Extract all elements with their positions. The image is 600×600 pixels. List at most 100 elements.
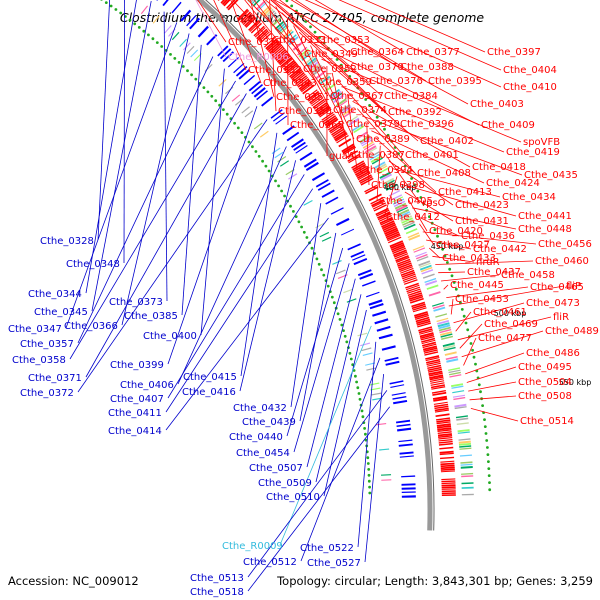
- marker-dot: [181, 65, 185, 68]
- gene-feature-bar: [460, 463, 473, 466]
- forward-gene-label: Cthe_0412: [386, 212, 440, 223]
- marker-dot: [354, 374, 357, 378]
- marker-dot: [264, 164, 268, 168]
- gene-feature-bar: [451, 385, 464, 389]
- forward-gene-arrow: [425, 357, 440, 362]
- forward-gene-arrow: [351, 160, 365, 169]
- forward-gene-arrow: [305, 89, 318, 99]
- gene-feature-bar: [419, 264, 432, 271]
- forward-label-leader: [392, 168, 501, 198]
- gene-feature-bar: [360, 342, 371, 347]
- forward-gene-arrow: [440, 460, 455, 463]
- marker-dot: [109, 4, 113, 8]
- reverse-gene-arrow: [396, 419, 411, 424]
- gene-feature-bar: [413, 247, 426, 253]
- forward-gene-label: Cthe_0394: [359, 165, 413, 176]
- marker-dot: [483, 425, 487, 428]
- forward-gene-arrow: [401, 271, 416, 278]
- marker-dot: [471, 348, 474, 352]
- forward-gene-arrow: [296, 76, 309, 87]
- forward-label-leader: [446, 286, 529, 298]
- forward-gene-label: Cthe_0433: [442, 253, 496, 264]
- reverse-label-leader: [286, 247, 344, 437]
- forward-gene-arrow: [427, 366, 442, 371]
- gene-feature-bar: [451, 383, 464, 388]
- forward-gene-arrow: [395, 255, 409, 262]
- forward-gene-arrow: [411, 301, 425, 308]
- marker-dot: [119, 11, 123, 15]
- forward-gene-arrow: [353, 163, 367, 173]
- gene-feature-bar: [384, 181, 396, 189]
- gene-feature-bar: [432, 302, 444, 307]
- reverse-gene-label: Cthe_0509: [258, 478, 312, 489]
- gene-feature-bar: [346, 298, 357, 303]
- reverse-gene-arrow: [384, 356, 399, 362]
- forward-gene-arrow: [400, 267, 414, 274]
- accession-label: Accession: NC_009012: [8, 574, 139, 588]
- reverse-gene-arrow: [305, 161, 319, 171]
- forward-label-leader: [230, 0, 262, 84]
- gene-feature-bar: [402, 219, 414, 226]
- forward-gene-arrow: [423, 349, 438, 354]
- forward-gene-arrow: [437, 425, 452, 429]
- reverse-gene-arrow: [273, 112, 285, 122]
- reverse-gene-label: Cthe_0416: [182, 387, 236, 398]
- reverse-gene-arrow: [401, 487, 416, 490]
- reverse-gene-label: Cthe_0348: [66, 259, 120, 270]
- forward-gene-arrow: [390, 242, 404, 249]
- forward-gene-arrow: [356, 169, 369, 178]
- reverse-gene-label: Cthe_0512: [243, 557, 297, 568]
- reverse-label-leader: [85, 0, 137, 294]
- gene-feature-bar: [440, 333, 453, 338]
- reverse-gene-arrow: [275, 115, 288, 125]
- gene-feature-bar: [371, 157, 383, 165]
- reverse-gene-arrow: [381, 345, 396, 351]
- marker-dot: [309, 25, 312, 29]
- marker-dot: [194, 77, 198, 81]
- reverse-label-leader: [69, 80, 236, 360]
- forward-gene-arrow: [248, 19, 260, 31]
- gene-feature-bar: [371, 392, 382, 396]
- gene-feature-bar: [460, 461, 473, 464]
- marker-dot: [202, 86, 206, 89]
- forward-gene-label: Cthe_0397: [487, 47, 541, 58]
- gene-feature-bar: [459, 454, 472, 457]
- gene-feature-bar: [453, 396, 466, 401]
- gene-feature-bar: [304, 55, 315, 65]
- kbp-mark: 400 kbp: [384, 183, 417, 192]
- forward-gene-arrow: [221, 0, 228, 6]
- gene-feature-bar: [347, 115, 358, 124]
- forward-gene-arrow: [238, 10, 250, 21]
- forward-gene-arrow: [299, 81, 312, 92]
- forward-gene-arrow: [441, 478, 456, 481]
- forward-gene-arrow: [397, 260, 411, 267]
- gene-feature-bar: [437, 322, 450, 328]
- forward-label-leader: [293, 25, 345, 125]
- forward-gene-label: Cthe_0359: [318, 77, 372, 88]
- forward-gene-label: Cthe_0319: [228, 37, 282, 48]
- forward-label-leader: [195, 0, 227, 58]
- gene-feature-bar: [457, 431, 470, 434]
- reverse-gene-label: Cthe_0406: [120, 380, 174, 391]
- gene-feature-bar: [395, 204, 408, 212]
- forward-gene-label: Cthe_0445: [450, 280, 504, 291]
- marker-dot: [485, 439, 489, 442]
- gene-feature-bar: [152, 15, 160, 24]
- marker-dot: [441, 247, 444, 251]
- forward-label-leader: [383, 176, 398, 218]
- forward-gene-arrow: [435, 409, 449, 413]
- gene-feature-bar: [458, 440, 471, 444]
- marker-dot: [436, 234, 439, 238]
- forward-gene-arrow: [417, 322, 431, 328]
- marker-dot: [358, 397, 362, 401]
- forward-label-leader: [366, 123, 370, 186]
- gene-feature-bar: [398, 211, 411, 218]
- gene-feature-bar: [404, 223, 416, 230]
- forward-gene-arrow: [329, 123, 342, 133]
- forward-gene-label: Cthe_0333: [272, 35, 326, 46]
- reverse-gene-arrow: [330, 207, 344, 215]
- marker-dot: [315, 257, 319, 261]
- forward-label-leader: [197, 0, 227, 43]
- marker-dot: [416, 189, 420, 193]
- forward-gene-arrow: [327, 121, 341, 131]
